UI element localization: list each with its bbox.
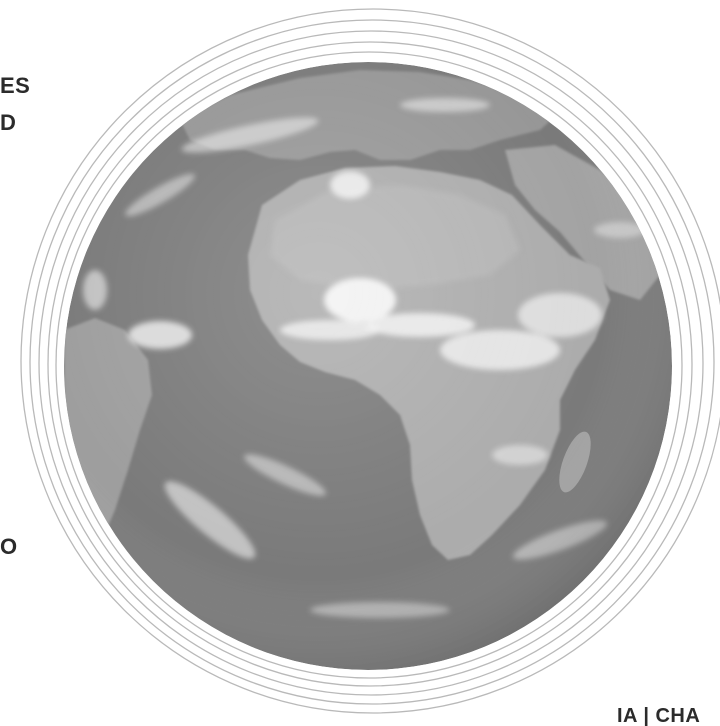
globe-shading (64, 62, 672, 670)
text-fragment-second: D (0, 110, 17, 135)
text-fragment-middle: O (0, 534, 18, 559)
orbit-rings (20, 8, 720, 714)
orbit-ring (20, 8, 720, 714)
orbit-ring (47, 41, 693, 687)
globe-surface (64, 62, 672, 670)
text-fragment-bottom: IA | CHA (617, 705, 701, 726)
orbit-ring (38, 30, 704, 696)
orbit-ring (55, 51, 683, 679)
orbit-ring (29, 19, 715, 705)
text-fragment-top: ES (0, 73, 31, 98)
